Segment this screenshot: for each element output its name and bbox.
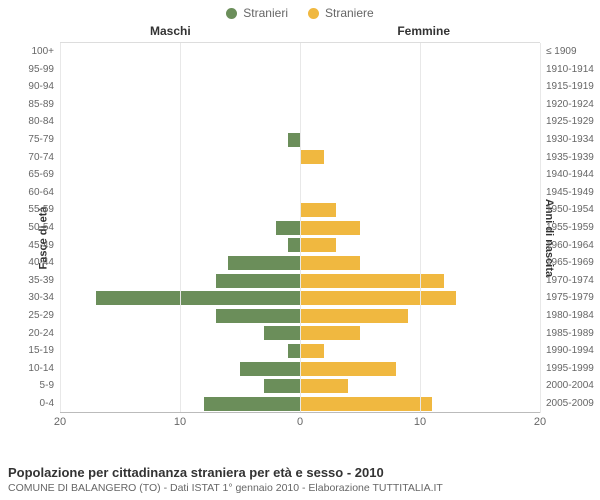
footer-title: Popolazione per cittadinanza straniera p… [8,465,592,480]
x-tick-label: 10 [174,416,186,428]
age-label: 10-14 [28,360,60,378]
birth-year-label: 1975-1979 [540,289,594,307]
age-label: 0-4 [40,395,60,413]
x-tick-label: 10 [414,416,426,428]
bar-female [300,344,324,358]
birth-year-label: 1960-1964 [540,237,594,255]
age-label: 90-94 [28,78,60,96]
birth-year-label: 1995-1999 [540,360,594,378]
birth-year-label: 1970-1974 [540,272,594,290]
bar-male [216,274,300,288]
footer-subtitle: COMUNE DI BALANGERO (TO) - Dati ISTAT 1°… [8,482,592,494]
legend-swatch-male [226,8,237,19]
bar-female [300,379,348,393]
age-label: 45-49 [28,237,60,255]
age-label: 25-29 [28,307,60,325]
bar-male [240,362,300,376]
age-label: 15-19 [28,342,60,360]
bar-male [288,238,300,252]
age-label: 85-89 [28,96,60,114]
age-label: 35-39 [28,272,60,290]
gridline [60,43,61,413]
bar-female [300,221,360,235]
birth-year-label: 2000-2004 [540,377,594,395]
age-label: 95-99 [28,61,60,79]
gridline [420,43,421,413]
bar-male [216,309,300,323]
bar-female [300,274,444,288]
bar-female [300,203,336,217]
bar-female [300,291,456,305]
age-label: 70-74 [28,149,60,167]
birth-year-label: 1940-1944 [540,166,594,184]
x-tick-label: 0 [297,416,303,428]
birth-year-label: ≤ 1909 [540,43,577,61]
bar-female [300,362,396,376]
birth-year-label: 1930-1934 [540,131,594,149]
birth-year-label: 1910-1914 [540,61,594,79]
birth-year-label: 1980-1984 [540,307,594,325]
x-tick-label: 20 [534,416,546,428]
legend-label-female: Straniere [325,6,374,20]
bar-male [288,344,300,358]
legend-swatch-female [308,8,319,19]
age-label: 20-24 [28,325,60,343]
birth-year-label: 1950-1954 [540,201,594,219]
legend-item-male: Stranieri [226,6,288,20]
legend-item-female: Straniere [308,6,374,20]
chart-area: Maschi Femmine Fasce di età Anni di nasc… [60,42,540,434]
column-title-left: Maschi [150,24,191,38]
bar-female [300,309,408,323]
bar-male [204,397,300,411]
plot: 100+≤ 190995-991910-191490-941915-191985… [60,42,540,413]
birth-year-label: 1915-1919 [540,78,594,96]
birth-year-label: 1990-1994 [540,342,594,360]
column-title-right: Femmine [397,24,450,38]
birth-year-label: 1925-1929 [540,113,594,131]
bar-female [300,397,432,411]
birth-year-label: 1920-1924 [540,96,594,114]
birth-year-label: 1985-1989 [540,325,594,343]
legend: Stranieri Straniere [0,0,600,20]
birth-year-label: 2005-2009 [540,395,594,413]
gridline [300,43,301,413]
bar-female [300,238,336,252]
age-label: 5-9 [40,377,60,395]
age-label: 55-59 [28,201,60,219]
birth-year-label: 1935-1939 [540,149,594,167]
gridline [540,43,541,413]
age-label: 60-64 [28,184,60,202]
bar-male [276,221,300,235]
bar-female [300,150,324,164]
age-label: 100+ [31,43,60,61]
bar-male [288,133,300,147]
footer: Popolazione per cittadinanza straniera p… [8,465,592,494]
birth-year-label: 1955-1959 [540,219,594,237]
bar-female [300,326,360,340]
x-tick-label: 20 [54,416,66,428]
birth-year-label: 1965-1969 [540,254,594,272]
x-axis: 201001020 [60,412,540,435]
gridline [180,43,181,413]
bar-male [228,256,300,270]
age-label: 50-54 [28,219,60,237]
age-label: 75-79 [28,131,60,149]
age-label: 40-44 [28,254,60,272]
age-label: 65-69 [28,166,60,184]
age-label: 30-34 [28,289,60,307]
legend-label-male: Stranieri [243,6,288,20]
bar-male [96,291,300,305]
birth-year-label: 1945-1949 [540,184,594,202]
age-label: 80-84 [28,113,60,131]
bar-male [264,326,300,340]
bar-male [264,379,300,393]
bar-female [300,256,360,270]
